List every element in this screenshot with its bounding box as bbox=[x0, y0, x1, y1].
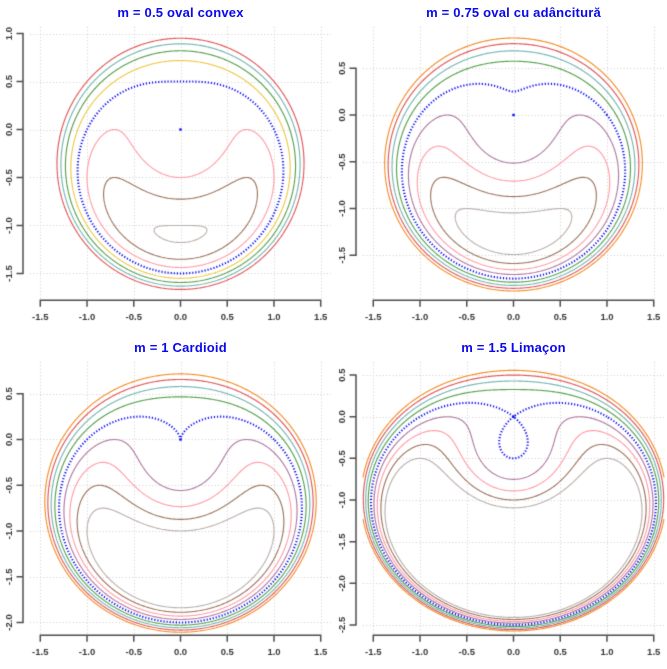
panel-m-1.5-limacon: m = 1.5 Limaçon bbox=[333, 335, 667, 669]
panel-1-title: m = 0.5 oval convex bbox=[117, 5, 244, 20]
panel-3-plot-canvas bbox=[0, 335, 333, 669]
panel-4-title: m = 1.5 Limaçon bbox=[461, 340, 566, 355]
panel-m-1-cardioid: m = 1 Cardioid bbox=[0, 335, 333, 669]
panel-3-title: m = 1 Cardioid bbox=[134, 340, 227, 355]
panel-2-title: m = 0.75 oval cu adâncitură bbox=[426, 5, 601, 20]
panel-4-plot-canvas bbox=[333, 335, 667, 669]
panel-1-plot-canvas bbox=[0, 0, 333, 335]
panel-m-0.75-oval-cu-adancitura: m = 0.75 oval cu adâncitură bbox=[333, 0, 667, 335]
panel-m-0.5-oval-convex: m = 0.5 oval convex bbox=[0, 0, 333, 335]
panel-2-plot-canvas bbox=[333, 0, 667, 335]
